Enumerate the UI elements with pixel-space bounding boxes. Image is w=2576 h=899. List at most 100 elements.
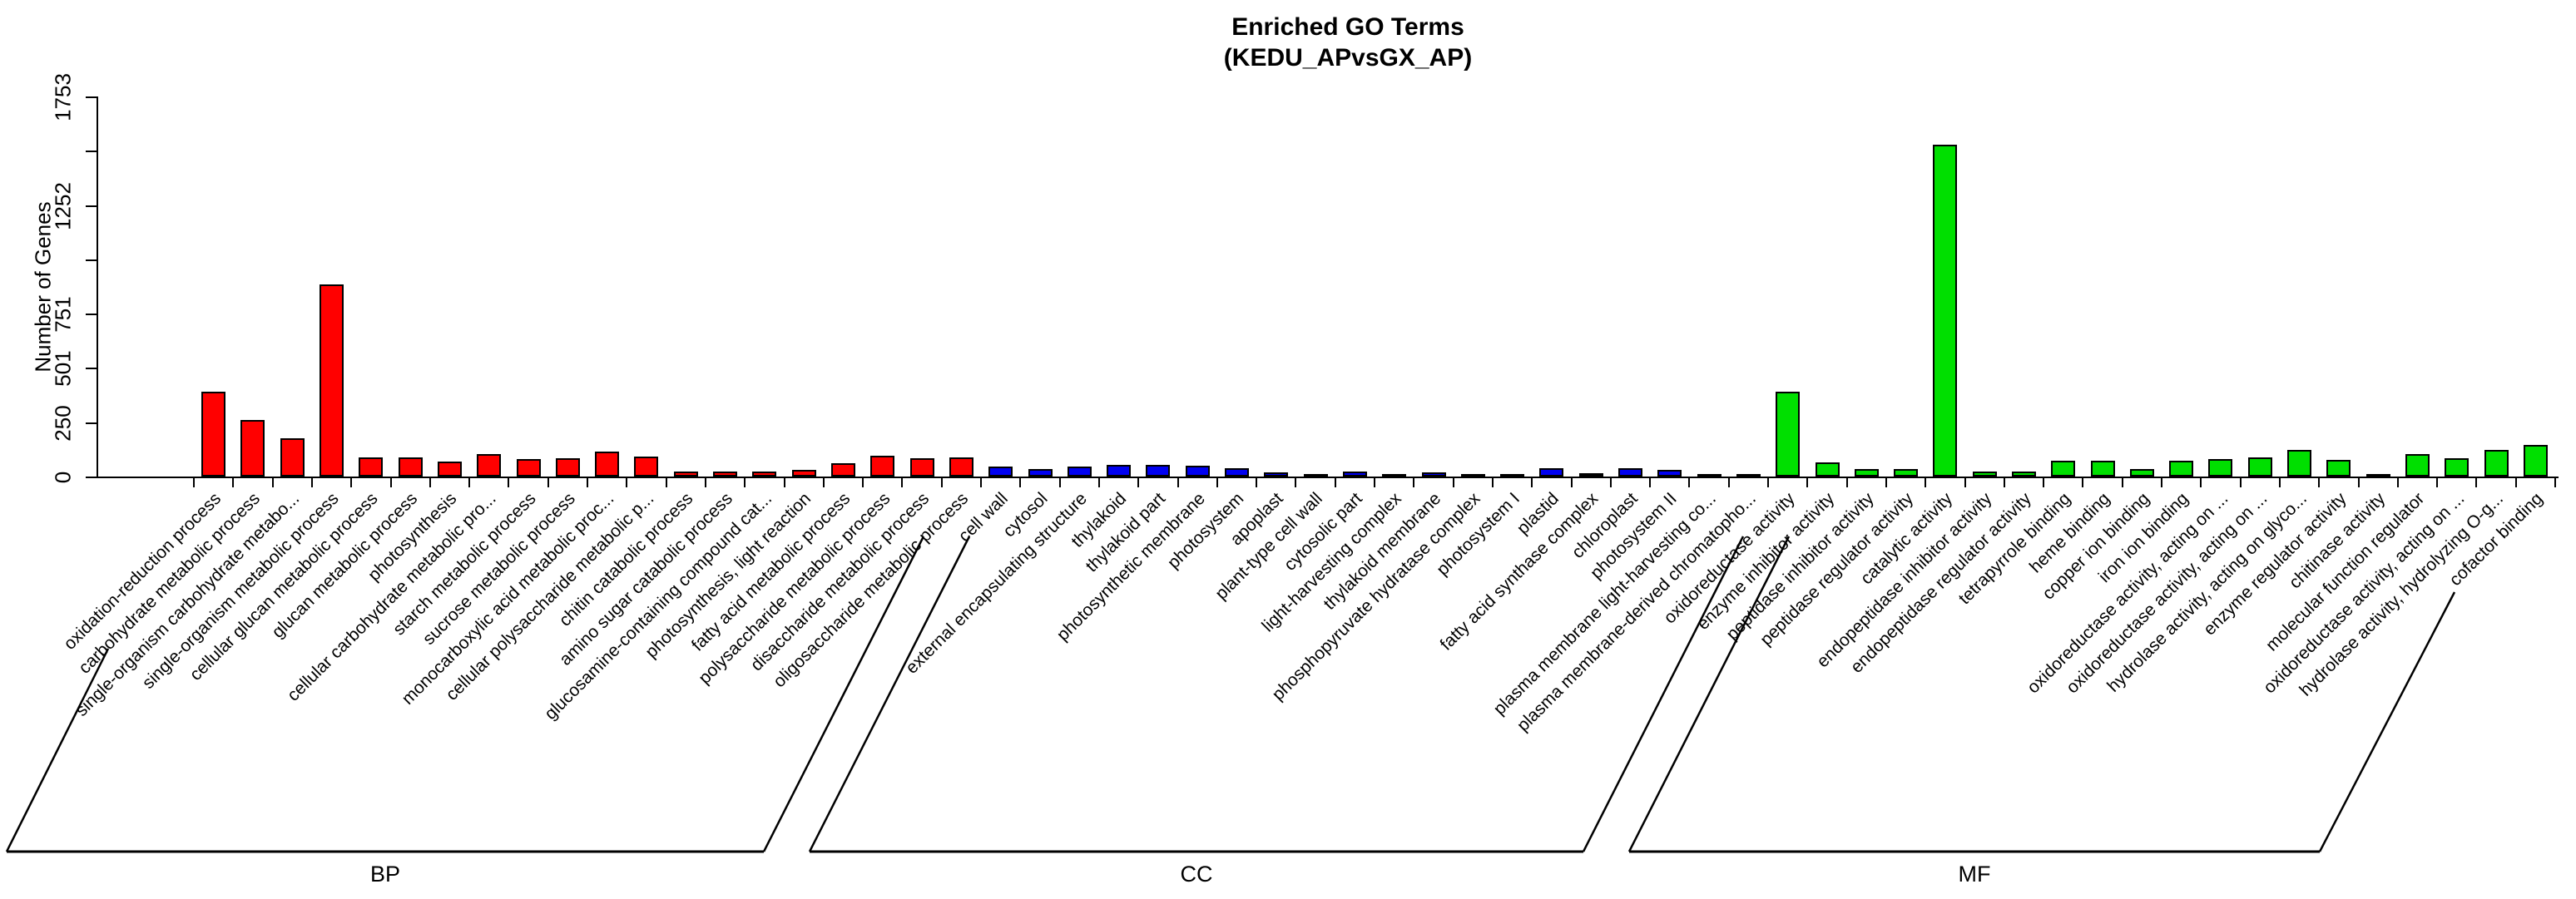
y-axis-line [97,96,98,478]
mf-bracket-right-diagonal [2318,591,2456,852]
x-axis-tick [2161,477,2162,487]
y-axis-tick [86,314,97,315]
x-axis-tick [2240,477,2242,487]
x-axis-tick [429,477,431,487]
bar-mf-1 [1776,392,1801,477]
x-axis-tick [1295,477,1296,487]
bar-bp-6 [398,457,423,477]
x-axis-tick [468,477,470,487]
x-axis-tick [1177,477,1179,487]
bar-cc-20 [1736,474,1761,477]
x-axis-tick [2436,477,2438,487]
x-axis-tick [1019,477,1021,487]
bar-mf-6 [1972,471,1997,477]
bar-mf-13 [2247,457,2272,477]
bar-cc-4 [1107,464,1131,477]
bar-bp-17 [830,463,855,477]
x-axis-tick [1688,477,1690,487]
bar-mf-15 [2326,459,2351,477]
bar-bp-5 [359,457,384,477]
y-axis-tick [86,205,97,207]
x-axis-tick [390,477,392,487]
x-axis-tick [901,477,903,487]
x-axis-tick [2043,477,2044,487]
bar-mf-11 [2169,461,2194,477]
chart-title: Enriched GO Terms (KEDU_APvsGX_AP) [1224,12,1472,73]
x-axis-tick [2475,477,2477,487]
bar-bp-14 [713,471,737,477]
x-axis-tick [2554,477,2556,487]
x-axis-tick [2004,477,2005,487]
bar-mf-2 [1815,462,1840,477]
bar-bp-20 [949,457,973,477]
x-axis-tick [1413,477,1414,487]
y-axis-tick [86,477,97,478]
x-axis-tick [2515,477,2517,487]
bar-cc-2 [1028,468,1053,477]
x-axis-tick [1571,477,1573,487]
x-axis-tick [744,477,746,487]
bar-cc-15 [1539,467,1564,477]
y-axis-tick [86,368,97,369]
x-axis-tick [1216,477,1218,487]
x-axis-tick [2318,477,2320,487]
x-axis-tick [1885,477,1887,487]
x-axis-tick [350,477,352,487]
x-axis-tick [1649,477,1651,487]
bar-mf-20 [2523,445,2548,477]
bar-bp-10 [555,457,580,477]
bar-cc-7 [1225,467,1249,477]
bar-mf-4 [1894,468,1918,477]
x-axis-tick [1728,477,1730,487]
x-axis-tick [941,477,943,487]
bar-cc-13 [1460,474,1485,477]
x-axis-tick [1059,477,1061,487]
x-axis-tick [705,477,706,487]
group-label-cc: CC [1180,862,1213,887]
bar-mf-10 [2129,469,2154,477]
bar-cc-3 [1067,467,1092,477]
bar-bp-13 [673,471,698,477]
bar-mf-9 [2090,461,2115,477]
bar-mf-19 [2484,449,2509,477]
bp-bracket-left-diagonal [5,648,110,852]
bar-bp-4 [320,284,344,477]
x-axis-tick [1925,477,1926,487]
x-axis-tick [823,477,825,487]
x-axis-tick [1767,477,1769,487]
bar-mf-12 [2208,459,2233,477]
y-axis-tick [86,96,97,98]
bar-cc-17 [1618,467,1642,477]
x-axis-tick [2082,477,2083,487]
bar-bp-15 [752,472,777,477]
x-axis-tick [1531,477,1533,487]
bar-mf-18 [2445,457,2469,477]
bar-cc-9 [1303,473,1328,477]
bar-bp-9 [516,459,541,477]
x-axis-tick [232,477,234,487]
bar-cc-5 [1146,465,1171,477]
x-axis-tick [547,477,549,487]
bar-mf-8 [2051,461,2076,477]
y-axis-tick [86,422,97,424]
x-axis-tick [1098,477,1100,487]
bar-cc-8 [1264,472,1289,477]
bar-mf-16 [2365,474,2390,477]
bar-bp-3 [280,437,305,477]
bar-cc-16 [1578,473,1603,477]
y-axis-tick [86,151,97,152]
bar-bp-8 [477,453,502,477]
x-axis-tick [666,477,667,487]
x-axis-tick [311,477,313,487]
x-axis-tick [980,477,982,487]
bp-bracket-right-diagonal [762,536,925,852]
cc-bracket-left-diagonal [808,536,971,852]
x-axis-tick [2279,477,2281,487]
bar-mf-3 [1854,469,1879,477]
x-axis-tick [1256,477,1257,487]
bar-bp-12 [634,457,659,477]
bar-cc-6 [1185,466,1210,477]
